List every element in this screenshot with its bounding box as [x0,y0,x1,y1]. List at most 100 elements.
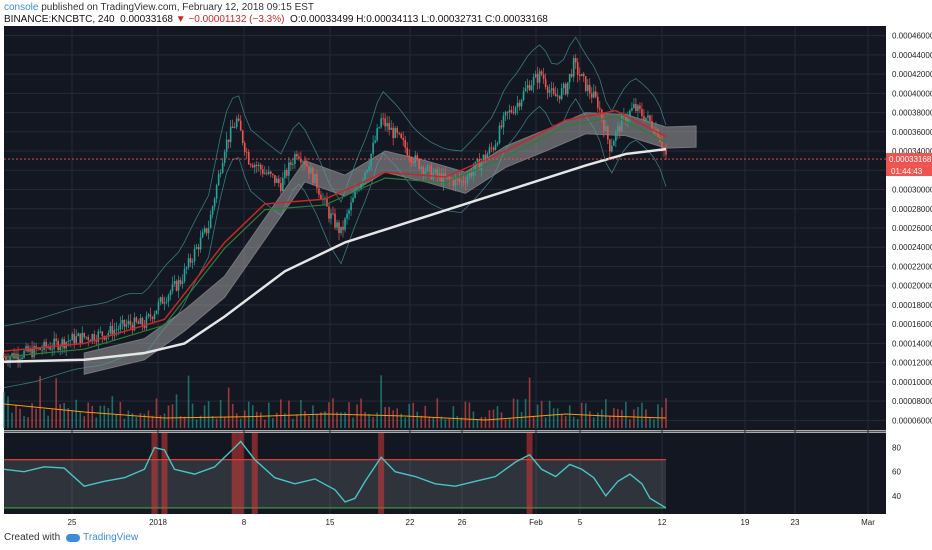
candle-body [564,83,567,95]
volume-bar [568,405,571,428]
candle-body [219,172,222,175]
volume-bar [356,404,358,428]
candle-body [518,102,521,107]
candle-body [645,117,647,121]
candle-body [45,341,47,348]
volume-bar [87,402,90,428]
candle-body [117,329,120,331]
candle-body [314,173,316,184]
price-tick-label: 0.00024000 [892,243,932,252]
time-tick-label: 8 [242,518,247,527]
candle-body [261,169,264,174]
candle-body [520,99,523,107]
volume-bar [292,418,294,428]
candle-body [613,140,615,146]
candle-body [603,119,605,132]
candle-body [394,128,396,138]
price-tick-label: 0.00008000 [892,397,932,406]
candle-body [3,356,5,358]
candle-body [300,158,302,163]
volume-bar [268,402,270,428]
candle-body [137,321,140,324]
candle-body [75,336,78,344]
volume-bar [488,410,491,428]
candle-body [282,177,284,192]
volume-bar [183,416,186,428]
candle-body [574,58,577,63]
chart-area[interactable]: 0.00046000 0.00044000 0.00042000 0.00040000… [0,26,932,532]
candle-body [145,316,148,328]
candle-body [139,318,142,324]
candle-body [290,162,292,165]
volume-bar [633,409,635,428]
tradingview-logo[interactable]: TradingView [66,532,138,543]
volume-bar [404,417,407,428]
price-tick-label: 0.00038000 [892,109,932,118]
candle-body [87,336,90,341]
volume-bar [259,412,262,428]
last-price: 0.00033168 [120,14,173,25]
candle-body [129,320,132,325]
rsi-overbought-highlight [151,433,158,514]
candle-body [255,164,258,167]
volume-bar [484,416,487,428]
volume-bar [55,378,57,428]
price-tick-label: 0.00040000 [892,89,932,98]
candle-body [183,268,186,282]
volume-bar [556,408,559,428]
candle-body [426,165,429,171]
candle-body [392,127,394,138]
candle-body [540,71,543,75]
volume-bar [653,419,655,428]
volume-bar [163,413,166,428]
candle-body [629,110,631,119]
volume-bar [63,403,65,428]
candle-body [147,314,150,317]
candle-body [494,144,497,150]
candle-body [637,105,639,111]
candle-body [47,347,49,349]
volume-bar [243,410,246,428]
candle-body [566,82,569,95]
candle-body [245,151,248,153]
publisher-link[interactable]: console [4,2,39,13]
candle-body [386,123,388,127]
volume-bar [203,405,206,428]
candle-body [121,319,124,324]
price-tick-label: 0.00036000 [892,128,932,137]
candle-body [115,329,118,331]
rsi-tick-label: 80 [892,444,901,453]
candle-body [360,183,362,190]
candle-body [526,85,529,89]
candle-body [366,169,368,173]
price-tick-label: 0.00042000 [892,70,932,79]
moving-average-red [3,109,667,352]
volume-bar [621,409,623,428]
candle-body [476,159,479,162]
moving-average-200 [3,147,667,363]
volume-bar [364,411,366,428]
candle-body [237,118,240,121]
candle-body [462,180,465,183]
time-tick-label: 5 [578,518,583,527]
candle-body [253,164,256,168]
candle-body [155,310,158,315]
candle-body [95,340,98,342]
change-down-icon: ▼ [175,14,186,25]
candle-body [157,302,160,311]
volume-bar [416,411,419,428]
candle-body [39,347,41,350]
volume-bar [388,406,390,428]
price-tick-label: 0.00006000 [892,416,932,425]
candle-body [621,115,623,132]
candle-body [51,348,53,350]
candle-body [578,74,581,77]
volume-bar [284,413,286,428]
candle-body [534,73,537,78]
volume-bar [67,407,69,428]
volume-bar [79,412,82,428]
candle-body [584,76,587,91]
candle-body [119,323,122,330]
volume-bar [151,415,154,428]
candle-body [516,102,519,108]
